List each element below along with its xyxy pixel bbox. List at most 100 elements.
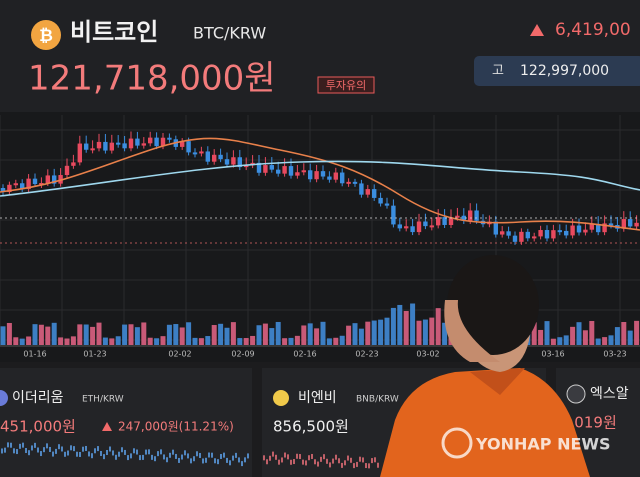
high-box xyxy=(474,56,640,86)
volume-bar xyxy=(102,337,108,345)
volume-bar xyxy=(326,338,332,345)
volume-bar xyxy=(621,322,627,345)
candle xyxy=(327,176,332,180)
mini-charts xyxy=(1,442,379,469)
candle xyxy=(564,230,569,236)
volume-bar xyxy=(224,327,230,345)
volume-bar xyxy=(26,336,32,345)
candle xyxy=(212,154,217,162)
volume-bar xyxy=(435,308,441,345)
candle xyxy=(160,137,166,147)
candle xyxy=(32,178,38,185)
volume-bar xyxy=(122,324,128,345)
volume-bar xyxy=(243,338,249,345)
volume-bar xyxy=(294,335,300,345)
badge xyxy=(317,76,375,94)
date-label: 02-02 xyxy=(168,350,191,359)
change: 6,419,00 xyxy=(555,20,631,40)
candle xyxy=(429,225,434,228)
candle xyxy=(180,141,185,147)
person xyxy=(380,255,590,477)
volume-bar xyxy=(550,338,556,345)
date-label: 03-16 xyxy=(541,350,564,359)
volume-bar xyxy=(173,324,179,345)
coin-icon xyxy=(273,390,289,406)
volume-bar xyxy=(563,335,569,345)
candle xyxy=(237,157,242,168)
candle xyxy=(314,171,319,180)
candle xyxy=(397,224,402,229)
candle xyxy=(13,183,18,186)
volume-bar xyxy=(627,330,633,345)
candle xyxy=(333,172,338,180)
coin-icon-text: ₿ xyxy=(39,26,53,46)
volume-bar xyxy=(141,322,147,345)
volume-bar xyxy=(582,330,588,345)
candle xyxy=(570,225,575,236)
volume-bar xyxy=(429,317,435,345)
candle xyxy=(474,210,479,221)
candle xyxy=(410,226,415,233)
volume-bar xyxy=(288,337,294,345)
volume-bar xyxy=(256,325,262,345)
candle xyxy=(64,165,70,176)
volume-bar xyxy=(179,327,185,345)
volume-bar xyxy=(0,326,6,345)
candle xyxy=(96,141,102,149)
candle xyxy=(90,148,95,151)
candle xyxy=(372,189,377,198)
volume-bar xyxy=(166,324,172,345)
coin-icon xyxy=(0,390,8,406)
volume-bar xyxy=(371,320,377,345)
volume-bar xyxy=(115,336,121,345)
candle xyxy=(416,221,422,233)
candle xyxy=(436,217,441,226)
volume-bar xyxy=(531,322,537,345)
panel-name: 이더리움 xyxy=(12,390,64,406)
volume-bar xyxy=(237,338,243,345)
volume-bar xyxy=(595,338,601,345)
candle xyxy=(602,223,607,233)
volume-bar xyxy=(45,326,51,345)
candle xyxy=(359,183,364,195)
candle xyxy=(365,189,370,195)
watermark: YONHAP NEWS xyxy=(475,435,611,454)
candle xyxy=(282,166,287,174)
volume-bar xyxy=(90,326,96,345)
candle xyxy=(276,169,281,174)
candle xyxy=(186,141,191,153)
volume-bar xyxy=(333,337,339,345)
volume-bar xyxy=(186,322,192,345)
candle xyxy=(346,181,351,184)
candle xyxy=(103,141,108,151)
candle xyxy=(58,175,63,184)
candle xyxy=(500,231,505,235)
candle xyxy=(551,230,556,239)
volume-bar xyxy=(576,322,582,345)
candle xyxy=(122,143,127,149)
date-label: 01-23 xyxy=(83,350,106,359)
volume-bar xyxy=(602,337,608,345)
volume-bar xyxy=(346,325,352,345)
candle xyxy=(404,226,409,229)
candle xyxy=(532,236,537,239)
volume-bar xyxy=(403,310,409,345)
volume-bar xyxy=(320,321,326,345)
candle xyxy=(116,142,121,145)
candle xyxy=(77,143,82,163)
volume-bar xyxy=(64,338,70,345)
chart-panel xyxy=(0,112,640,362)
candle xyxy=(493,221,498,235)
volume-bar xyxy=(77,324,83,345)
shirt xyxy=(380,368,590,477)
candle xyxy=(634,222,639,227)
candle xyxy=(295,172,300,176)
date-label: 02-23 xyxy=(355,350,378,359)
volume-bar xyxy=(230,322,236,345)
candle xyxy=(109,142,114,151)
volume-bar xyxy=(301,325,307,345)
up-arrow xyxy=(530,24,544,36)
volume-bar xyxy=(6,322,12,345)
high-label: 고 xyxy=(492,64,504,79)
